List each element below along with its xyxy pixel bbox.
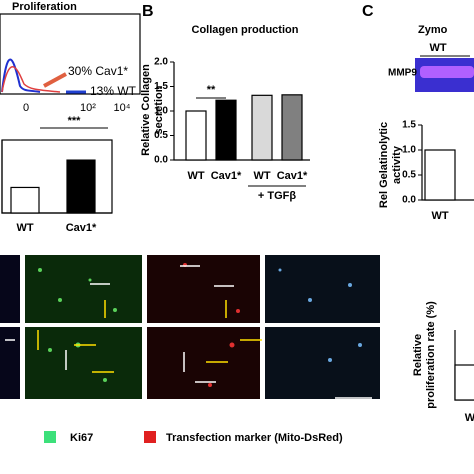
legend-swatch (144, 431, 156, 443)
y-axis-label: activity (391, 145, 403, 184)
lane-label: WT (429, 42, 446, 54)
cav1-histogram (1, 66, 61, 93)
wt-histogram (1, 58, 41, 93)
x-tick-label: W (465, 412, 474, 424)
cav1-gate (43, 72, 67, 88)
y-axis-label: Relative Collagen (140, 64, 152, 156)
gel-band (420, 66, 474, 78)
y-tick-label: 1.0 (154, 106, 168, 117)
bar (185, 110, 207, 161)
y-tick-label: 0.0 (154, 155, 168, 166)
x-tick-label: 0 (23, 102, 29, 114)
legend-label: Ki67 (70, 432, 93, 444)
x-tick-label: Cav1* (211, 170, 242, 182)
x-tick-label: WT (253, 170, 270, 182)
annotation: 30% Cav1* (68, 64, 128, 78)
panel-letter: B (142, 3, 154, 20)
panel-letter: C (362, 3, 374, 20)
y-tick-label: 1.0 (402, 145, 416, 156)
x-tick-label: 10² (80, 102, 96, 114)
annotation: 13% WT (90, 84, 137, 98)
y-axis-label: proliferation rate (%) (425, 301, 437, 409)
y-axis-label: Relative (412, 334, 424, 376)
micrographs (0, 255, 380, 399)
bar (251, 94, 273, 161)
y-tick-label: 2.0 (154, 57, 168, 68)
bar (424, 149, 456, 201)
panel-title: Collagen production (192, 24, 299, 36)
y-axis-label: secretion (153, 85, 165, 134)
histogram-frame (0, 13, 141, 95)
group-label: + TGFβ (258, 190, 296, 202)
bar (66, 159, 96, 214)
bar (10, 186, 40, 214)
y-tick-label: 1.5 (402, 120, 416, 131)
x-tick-label: 10⁴ (114, 102, 131, 114)
y-tick-label: 1.5 (154, 81, 168, 92)
legend-swatch (44, 431, 56, 443)
panel-title: Proliferation (12, 1, 77, 13)
band-label: MMP9 (388, 68, 417, 79)
x-tick-label: Cav1* (66, 222, 97, 234)
bar (281, 94, 303, 161)
significance: ** (207, 84, 216, 96)
y-tick-label: 0.0 (402, 195, 416, 206)
y-tick-label: 0.5 (402, 170, 416, 181)
panel-title: Zymo (418, 24, 448, 36)
significance: *** (68, 115, 82, 127)
x-tick-label: WT (187, 170, 204, 182)
y-tick-label: 0.5 (154, 130, 168, 141)
y-axis-label: Rel Gelatinolytic (378, 122, 390, 208)
x-tick-label: Cav1* (277, 170, 308, 182)
bar (454, 364, 474, 401)
x-tick-label: WT (16, 222, 33, 234)
legend-label: Transfection marker (Mito-DsRed) (166, 432, 343, 444)
x-tick-label: WT (431, 210, 448, 222)
bar (215, 99, 237, 161)
